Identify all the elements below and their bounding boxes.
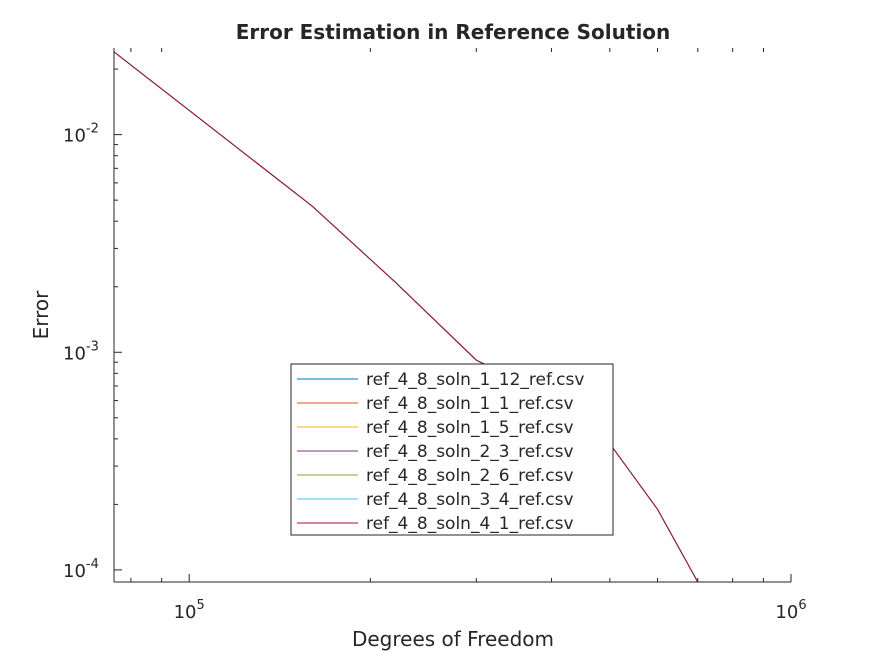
- legend-label-1: ref_4_8_soln_1_12_ref.csv: [366, 370, 584, 390]
- legend-label-6: ref_4_8_soln_3_4_ref.csv: [366, 490, 574, 510]
- y-tick-labels: 10-4 10-3 10-2: [63, 122, 99, 582]
- minor-ticks: [114, 48, 764, 582]
- x-tick-label-1: 105: [174, 598, 205, 623]
- legend-items: ref_4_8_soln_1_12_ref.csv ref_4_8_soln_1_…: [297, 370, 584, 534]
- chart-title: Error Estimation in Reference Solution: [236, 20, 671, 44]
- legend-label-5: ref_4_8_soln_2_6_ref.csv: [366, 466, 574, 486]
- y-axis-label: Error: [29, 290, 53, 340]
- x-tick-label-2: 106: [775, 598, 806, 623]
- legend-box: [290, 363, 614, 536]
- legend-label-3: ref_4_8_soln_1_5_ref.csv: [366, 418, 574, 438]
- y-tick-label-3: 10-2: [63, 122, 99, 147]
- legend: ref_4_8_soln_1_12_ref.csv ref_4_8_soln_1_…: [290, 363, 614, 536]
- legend-label-4: ref_4_8_soln_2_3_ref.csv: [366, 442, 574, 462]
- y-tick-label-2: 10-3: [63, 339, 99, 364]
- x-tick-labels: 105 106: [174, 598, 807, 623]
- legend-label-7: ref_4_8_soln_4_1_ref.csv: [366, 514, 574, 534]
- major-ticks: [114, 134, 792, 582]
- legend-label-2: ref_4_8_soln_1_1_ref.csv: [366, 394, 574, 414]
- y-tick-label-1: 10-4: [63, 557, 99, 582]
- x-axis-label: Degrees of Freedom: [352, 627, 554, 651]
